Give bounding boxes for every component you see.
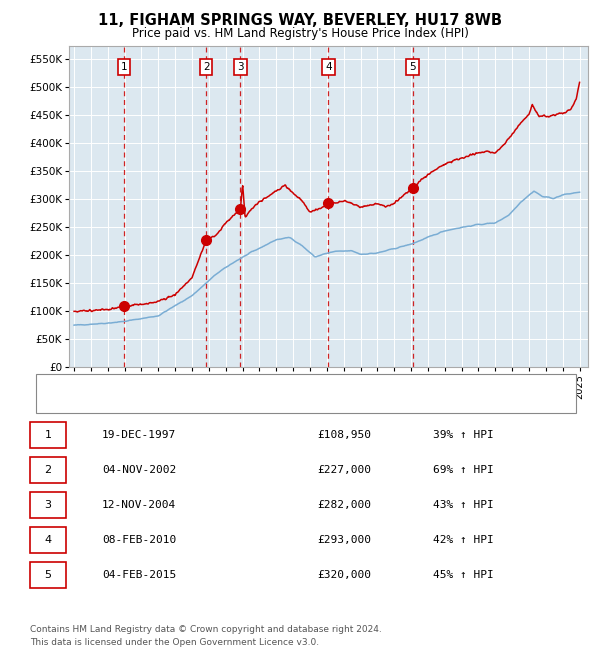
Text: Contains HM Land Registry data © Crown copyright and database right 2024.
This d: Contains HM Land Registry data © Crown c… xyxy=(30,625,382,647)
Text: 11, FIGHAM SPRINGS WAY, BEVERLEY, HU17 8WB (detached house): 11, FIGHAM SPRINGS WAY, BEVERLEY, HU17 8… xyxy=(93,380,445,389)
Text: 04-FEB-2015: 04-FEB-2015 xyxy=(102,570,176,580)
Text: £282,000: £282,000 xyxy=(317,500,371,510)
Text: 04-NOV-2002: 04-NOV-2002 xyxy=(102,465,176,475)
Text: 5: 5 xyxy=(409,62,416,72)
FancyBboxPatch shape xyxy=(30,422,66,448)
Text: 1: 1 xyxy=(44,430,52,440)
Text: 12-NOV-2004: 12-NOV-2004 xyxy=(102,500,176,510)
Text: £108,950: £108,950 xyxy=(317,430,371,440)
FancyBboxPatch shape xyxy=(30,492,66,518)
Text: 2: 2 xyxy=(44,465,52,475)
Text: 4: 4 xyxy=(44,535,52,545)
FancyBboxPatch shape xyxy=(30,562,66,588)
Text: 69% ↑ HPI: 69% ↑ HPI xyxy=(433,465,494,475)
FancyBboxPatch shape xyxy=(30,527,66,553)
Text: £293,000: £293,000 xyxy=(317,535,371,545)
Text: HPI: Average price, detached house, East Riding of Yorkshire: HPI: Average price, detached house, East… xyxy=(93,398,409,408)
Text: £320,000: £320,000 xyxy=(317,570,371,580)
Text: 3: 3 xyxy=(237,62,244,72)
FancyBboxPatch shape xyxy=(30,457,66,483)
Text: £227,000: £227,000 xyxy=(317,465,371,475)
Text: 11, FIGHAM SPRINGS WAY, BEVERLEY, HU17 8WB: 11, FIGHAM SPRINGS WAY, BEVERLEY, HU17 8… xyxy=(98,13,502,28)
Text: 2: 2 xyxy=(203,62,209,72)
Text: 5: 5 xyxy=(44,570,52,580)
Text: 43% ↑ HPI: 43% ↑ HPI xyxy=(433,500,494,510)
Text: 3: 3 xyxy=(44,500,52,510)
Text: 42% ↑ HPI: 42% ↑ HPI xyxy=(433,535,494,545)
Text: 4: 4 xyxy=(325,62,332,72)
Text: 08-FEB-2010: 08-FEB-2010 xyxy=(102,535,176,545)
Text: Price paid vs. HM Land Registry's House Price Index (HPI): Price paid vs. HM Land Registry's House … xyxy=(131,27,469,40)
Text: 19-DEC-1997: 19-DEC-1997 xyxy=(102,430,176,440)
Text: 1: 1 xyxy=(121,62,127,72)
Text: 45% ↑ HPI: 45% ↑ HPI xyxy=(433,570,494,580)
Text: 39% ↑ HPI: 39% ↑ HPI xyxy=(433,430,494,440)
